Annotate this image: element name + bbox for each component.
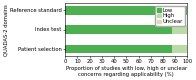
Bar	[65, 6, 187, 15]
Bar	[65, 45, 172, 54]
Bar	[65, 25, 172, 34]
Bar	[172, 45, 187, 54]
Bar	[172, 25, 187, 34]
X-axis label: Proportion of studies with low, high or unclear
concerns regarding applicability: Proportion of studies with low, high or …	[66, 66, 187, 77]
Legend: Low, High, Unclear: Low, High, Unclear	[155, 6, 185, 26]
Y-axis label: QUADAS-2 domains: QUADAS-2 domains	[4, 4, 8, 56]
